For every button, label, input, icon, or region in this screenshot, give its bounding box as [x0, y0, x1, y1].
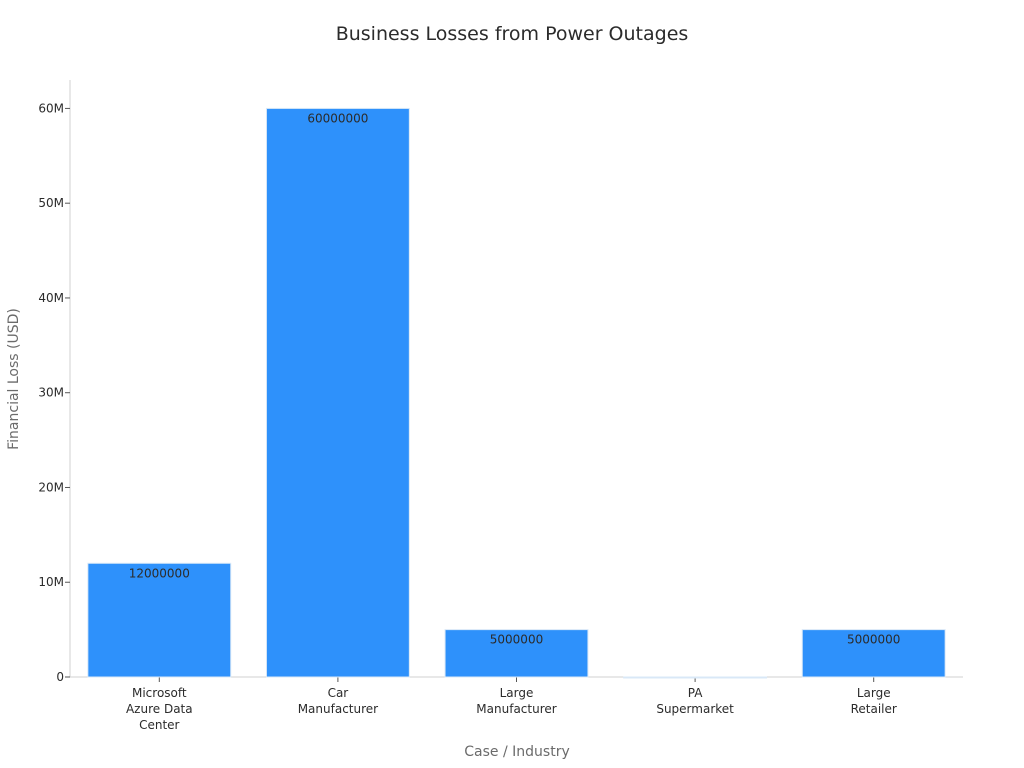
bar	[801, 629, 946, 678]
x-tick-label-line: Car	[328, 686, 349, 700]
y-tick-label: 20M	[38, 480, 64, 494]
x-tick-label: PA Supermarket	[656, 686, 734, 716]
x-tick-label-line: Manufacturer	[298, 702, 378, 716]
bar	[444, 629, 589, 678]
bar	[623, 676, 768, 679]
data-label: 5000000	[847, 633, 900, 647]
bar	[265, 107, 410, 678]
x-tick-label: Microsoft Azure Data Center	[126, 686, 193, 732]
y-axis: 0 10M 20M 30M 40M 50M 60M	[38, 80, 71, 684]
data-label: 12000000	[129, 566, 190, 580]
x-tick-label-line: Large	[500, 686, 534, 700]
x-tick-label-line: Microsoft	[132, 686, 187, 700]
x-tick-label: Large Retailer	[851, 686, 897, 716]
y-tick-label: 0	[56, 670, 64, 684]
bars	[87, 107, 946, 679]
y-tick-label: 40M	[38, 291, 64, 305]
y-axis-title: Financial Loss (USD)	[6, 308, 22, 450]
x-tick-label-line: Retailer	[851, 702, 897, 716]
x-tick-label: Large Manufacturer	[476, 686, 556, 716]
data-label: 5000000	[490, 633, 543, 647]
x-tick-label-line: Supermarket	[656, 702, 734, 716]
x-tick-label-line: Azure Data	[126, 702, 193, 716]
y-tick-label: 10M	[38, 575, 64, 589]
y-tick-label: 50M	[38, 196, 64, 210]
bar	[87, 562, 232, 678]
x-tick-label-line: PA	[688, 686, 703, 700]
x-tick-label-line: Center	[139, 718, 179, 732]
y-tick-label: 30M	[38, 386, 64, 400]
y-tick-label: 60M	[38, 101, 64, 115]
x-tick-label-line: Manufacturer	[476, 702, 556, 716]
data-label: 60000000	[307, 111, 368, 125]
x-tick-label-line: Large	[857, 686, 891, 700]
x-axis-title: Case / Industry	[464, 744, 569, 760]
x-axis: Microsoft Azure Data Center Car Manufacturer…	[70, 676, 963, 732]
x-tick-label: Car Manufacturer	[298, 686, 378, 716]
chart-title: Business Losses from Power Outages	[336, 23, 689, 45]
data-labels: 12000000 60000000 5000000 5000000	[129, 111, 901, 646]
